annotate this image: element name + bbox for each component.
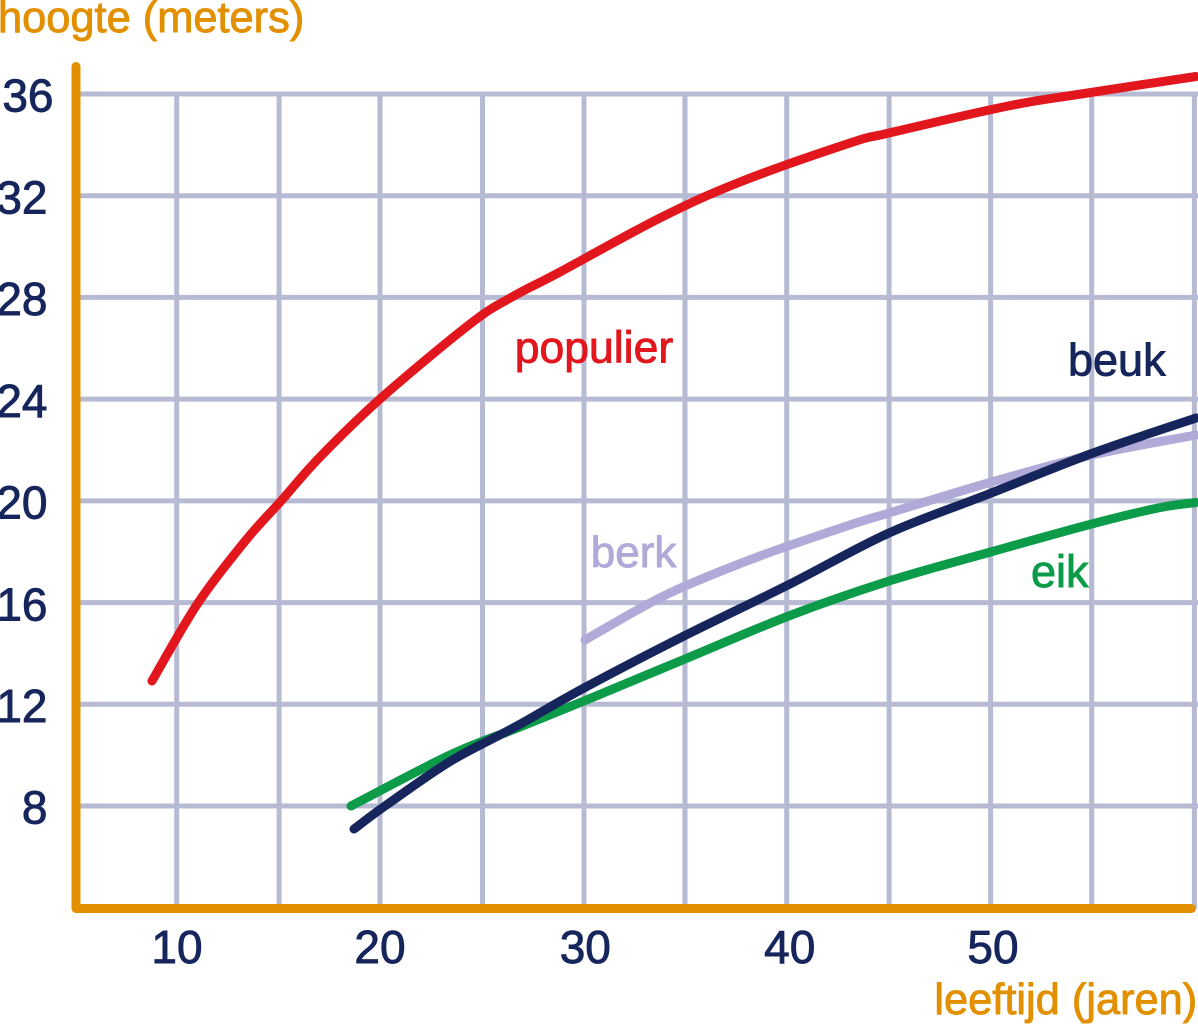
svg-text:eik: eik (1031, 546, 1089, 597)
svg-text:20: 20 (354, 921, 405, 973)
svg-text:8: 8 (22, 782, 48, 834)
svg-text:12: 12 (0, 680, 48, 732)
svg-text:40: 40 (764, 921, 815, 973)
svg-text:berk: berk (591, 528, 678, 577)
svg-text:hoogte (meters): hoogte (meters) (0, 0, 304, 42)
svg-text:36: 36 (2, 70, 53, 122)
svg-text:28: 28 (0, 273, 48, 325)
svg-text:populier: populier (515, 324, 674, 373)
svg-text:leeftijd (jaren): leeftijd (jaren) (934, 976, 1197, 1024)
svg-text:16: 16 (0, 578, 48, 630)
svg-text:20: 20 (0, 477, 48, 529)
svg-text:50: 50 (967, 921, 1018, 973)
svg-text:32: 32 (0, 171, 48, 223)
svg-text:30: 30 (560, 921, 611, 973)
svg-text:10: 10 (151, 921, 202, 973)
svg-text:24: 24 (0, 375, 48, 427)
svg-text:beuk: beuk (1068, 334, 1166, 385)
